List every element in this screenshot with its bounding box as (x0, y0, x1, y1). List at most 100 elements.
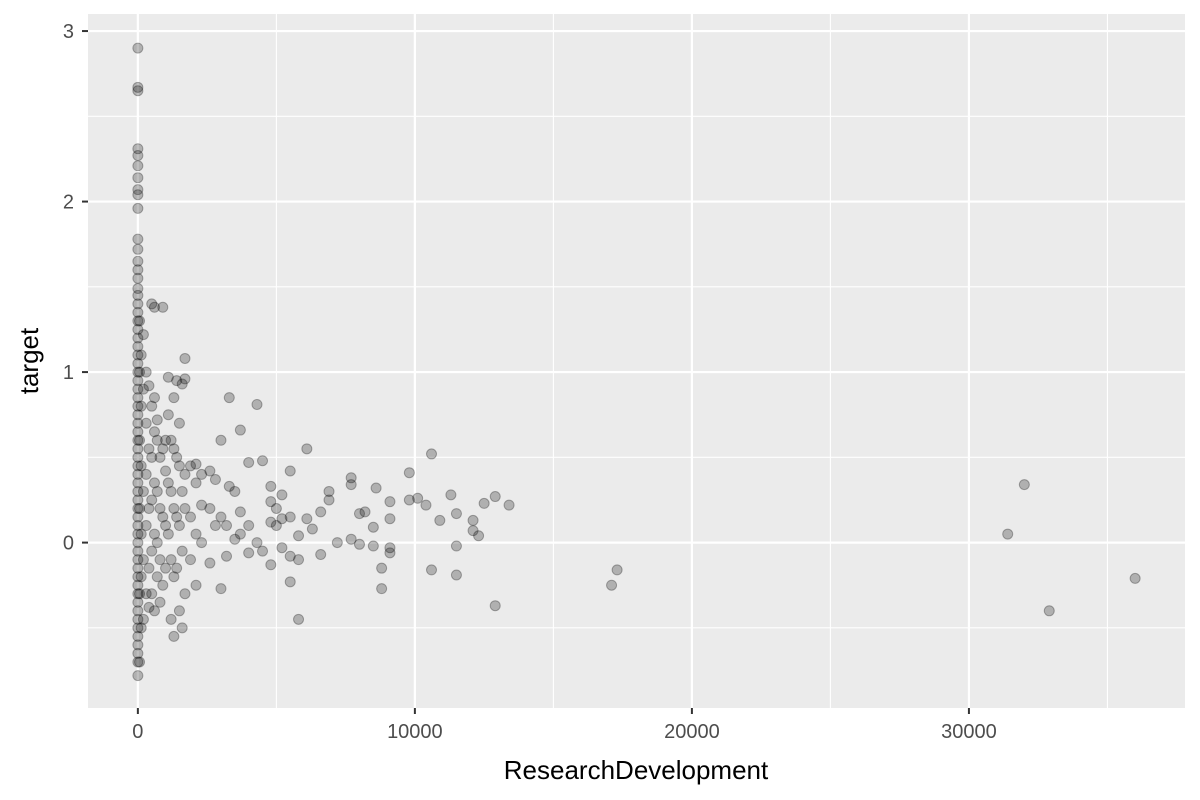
scatter-point (132, 264, 144, 276)
scatter-point (132, 562, 144, 574)
scatter-point (323, 494, 335, 506)
scatter-point (179, 352, 191, 364)
scatter-point (146, 494, 158, 506)
scatter-point (284, 550, 296, 562)
scatter-point (135, 400, 147, 412)
y-tick-label: 3 (63, 21, 74, 43)
scatter-point (137, 329, 149, 341)
scatter-point (171, 451, 183, 463)
scatter-point (489, 600, 501, 612)
scatter-point (276, 513, 288, 525)
scatter-point (148, 426, 160, 438)
scatter-point (420, 499, 432, 511)
scatter-point (135, 571, 147, 583)
scatter-point (171, 375, 183, 387)
scatter-point (315, 549, 327, 561)
scatter-point (165, 613, 177, 625)
scatter-point (257, 455, 269, 467)
scatter-point (132, 85, 144, 97)
scatter-point (140, 468, 152, 480)
scatter-point (173, 605, 185, 617)
scatter-point (132, 81, 144, 93)
scatter-point (151, 434, 163, 446)
scatter-point (135, 460, 147, 472)
scatter-point (157, 301, 169, 313)
scatter-point (132, 298, 144, 310)
scatter-point (306, 523, 318, 535)
scatter-point (132, 143, 144, 155)
scatter-point (132, 545, 144, 557)
y-tick-label: 0 (63, 533, 74, 555)
scatter-point (179, 502, 191, 514)
scatter-point (160, 465, 172, 477)
scatter-point (270, 502, 282, 514)
scatter-point (165, 554, 177, 566)
scatter-point (154, 596, 166, 608)
scatter-point (132, 639, 144, 651)
scatter-point (331, 537, 343, 549)
scatter-point (132, 172, 144, 184)
scatter-point (165, 434, 177, 446)
scatter-point (162, 477, 174, 489)
scatter-point (160, 562, 172, 574)
scatter-point (376, 562, 388, 574)
scatter-point (215, 583, 227, 595)
scatter-point (140, 417, 152, 429)
scatter-point (265, 516, 277, 528)
scatter-point (367, 521, 379, 533)
scatter-point (221, 520, 233, 532)
scatter-point (132, 383, 144, 395)
scatter-point (143, 380, 155, 392)
scatter-point (190, 528, 202, 540)
scatter-point (251, 537, 263, 549)
scatter-point (284, 576, 296, 588)
scatter-point (293, 554, 305, 566)
scatter-point (146, 298, 158, 310)
scatter-point (171, 511, 183, 523)
scatter-point (221, 550, 233, 562)
scatter-point (132, 571, 144, 583)
scatter-point (132, 341, 144, 353)
scatter-point (132, 502, 144, 514)
scatter-point (315, 506, 327, 518)
scatter-point (132, 443, 144, 455)
scatter-point (132, 349, 144, 361)
scatter-point (135, 622, 147, 634)
scatter-point (137, 485, 149, 497)
scatter-point (265, 559, 277, 571)
y-tick-labels: 0 1 2 3 (63, 21, 74, 555)
scatter-point (209, 520, 221, 532)
scatter-point (132, 477, 144, 489)
scatter-point (143, 601, 155, 613)
scatter-point (190, 458, 202, 470)
scatter-point (132, 150, 144, 162)
scatter-point (146, 451, 158, 463)
scatter-point (234, 506, 246, 518)
scatter-point (132, 392, 144, 404)
scatter-point (132, 366, 144, 378)
scatter-point (140, 520, 152, 532)
scatter-point (345, 472, 357, 484)
scatter-point (132, 451, 144, 463)
scatter-point (196, 537, 208, 549)
scatter-point (146, 400, 158, 412)
scatter-point (184, 511, 196, 523)
scatter-point (132, 400, 144, 412)
scatter-point (148, 528, 160, 540)
scatter-point (265, 480, 277, 492)
scatter-point (132, 409, 144, 421)
scatter-point (132, 283, 144, 295)
scatter-point (137, 554, 149, 566)
scatter-point (367, 540, 379, 552)
scatter-point (132, 537, 144, 549)
scatter-point (190, 477, 202, 489)
scatter-point (243, 520, 255, 532)
x-tick-label: 0 (132, 721, 143, 743)
scatter-point (151, 485, 163, 497)
data-points (132, 42, 1141, 682)
scatter-point (473, 530, 485, 542)
scatter-point (370, 482, 382, 494)
scatter-point (176, 378, 188, 390)
scatter-point (204, 502, 216, 514)
